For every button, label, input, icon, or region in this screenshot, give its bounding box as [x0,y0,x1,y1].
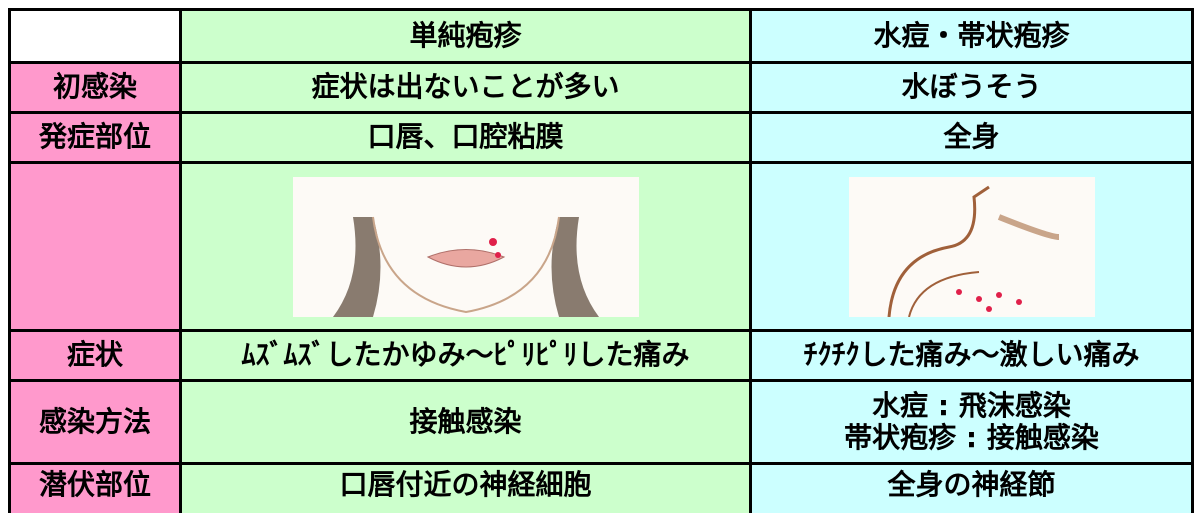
row-label: 潜伏部位 [11,465,179,513]
shoulder-illustration [848,176,1095,317]
cell: ﾁｸﾁｸした痛み～激しい痛み [752,332,1191,379]
cell: 接触感染 [182,382,749,462]
cell: 水痘 : 飛沫感染 帯状疱疹 : 接触感染 [752,382,1191,462]
row-label: 感染方法 [11,382,179,462]
row-label: 発症部位 [11,114,179,161]
cell: 口唇、口腔粘膜 [182,114,749,161]
cell: 症状は出ないことが多い [182,64,749,111]
cell: ﾑｽﾞﾑｽﾞしたかゆみ～ﾋﾟﾘﾋﾟﾘした痛み [182,332,749,379]
comparison-table: 単純疱疹 水痘・帯状疱疹 初感染 症状は出ないことが多い 水ぼうそう 発症部位 … [8,8,1194,513]
lips-illustration [292,176,639,317]
column-header: 水痘・帯状疱疹 [752,11,1191,61]
cell: 全身 [752,114,1191,161]
cell-line: 水痘 : 飛沫感染 [872,388,1071,422]
cell: 水ぼうそう [752,64,1191,111]
cell: 口唇付近の神経細胞 [182,465,749,513]
row-label: 初感染 [11,64,179,111]
row-label: 症状 [11,332,179,379]
row-label [11,164,179,329]
image-cell [182,164,749,329]
cell: 全身の神経節 [752,465,1191,513]
corner-cell [11,11,179,61]
column-header: 単純疱疹 [182,11,749,61]
image-cell [752,164,1191,329]
cell-line: 帯状疱疹 : 接触感染 [844,421,1099,454]
